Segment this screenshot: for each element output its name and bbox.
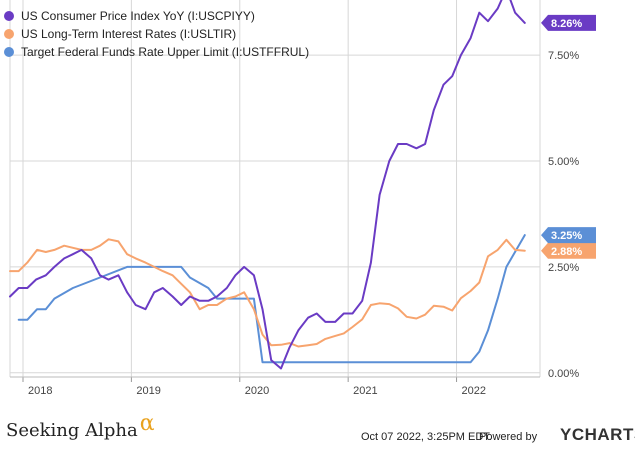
y-tick-label-2: 5.00% [548, 156, 579, 168]
seeking-alpha-logo[interactable]: Seeking Alphaα [6, 411, 155, 442]
legend-dot-fedfunds [4, 47, 14, 57]
legend-dot-interest [4, 29, 14, 39]
x-tick-label-0: 2018 [28, 385, 52, 397]
y-axis: 0.00% 2.50% 5.00% 7.50% [548, 50, 579, 380]
legend-item-interest[interactable]: US Long-Term Interest Rates (I:USLTIR) [4, 25, 309, 43]
end-label-tag-fedfunds [541, 227, 596, 244]
legend-item-cpi[interactable]: US Consumer Price Index YoY (I:USCPIYY) [4, 7, 309, 25]
end-value-labels: 8.26% 2.88% 3.25% [541, 14, 596, 259]
end-label-tag-interest [541, 242, 596, 259]
alpha-icon: α [139, 411, 155, 436]
series-lines [9, 0, 526, 370]
x-tick-label-1: 2019 [136, 385, 160, 397]
legend-dot-cpi [4, 11, 14, 21]
x-axis: 2018 2019 2020 2021 2022 [10, 376, 540, 397]
series-line-cpi [9, 0, 526, 370]
legend-item-fedfunds[interactable]: Target Federal Funds Rate Upper Limit (I… [4, 43, 309, 61]
end-label-tag-cpi [541, 14, 596, 31]
y-tick-label-0: 0.00% [548, 368, 579, 380]
y-tick-label-3: 7.50% [548, 50, 579, 62]
end-label-fedfunds: 3.25% [551, 230, 582, 242]
series-line-fedfunds [17, 234, 526, 364]
x-tick-label-3: 2021 [353, 385, 377, 397]
legend-label-interest: US Long-Term Interest Rates (I:USLTIR) [21, 27, 237, 41]
legend-label-fedfunds: Target Federal Funds Rate Upper Limit (I… [21, 45, 310, 59]
timestamp: Oct 07 2022, 3:25PM EDT. [361, 431, 492, 443]
x-tick-label-4: 2022 [462, 385, 486, 397]
chart-legend: US Consumer Price Index YoY (I:USCPIYY) … [4, 7, 309, 61]
x-tick-label-2: 2020 [245, 385, 269, 397]
end-label-cpi: 8.26% [551, 18, 582, 30]
end-label-interest: 2.88% [551, 246, 582, 258]
ycharts-logo[interactable]: YCHARTS [560, 425, 635, 444]
legend-label-cpi: US Consumer Price Index YoY (I:USCPIYY) [21, 9, 255, 23]
y-tick-label-1: 2.50% [548, 262, 579, 274]
brand-text: Seeking Alpha [6, 420, 138, 441]
powered-by-text: Powered by [479, 431, 538, 443]
